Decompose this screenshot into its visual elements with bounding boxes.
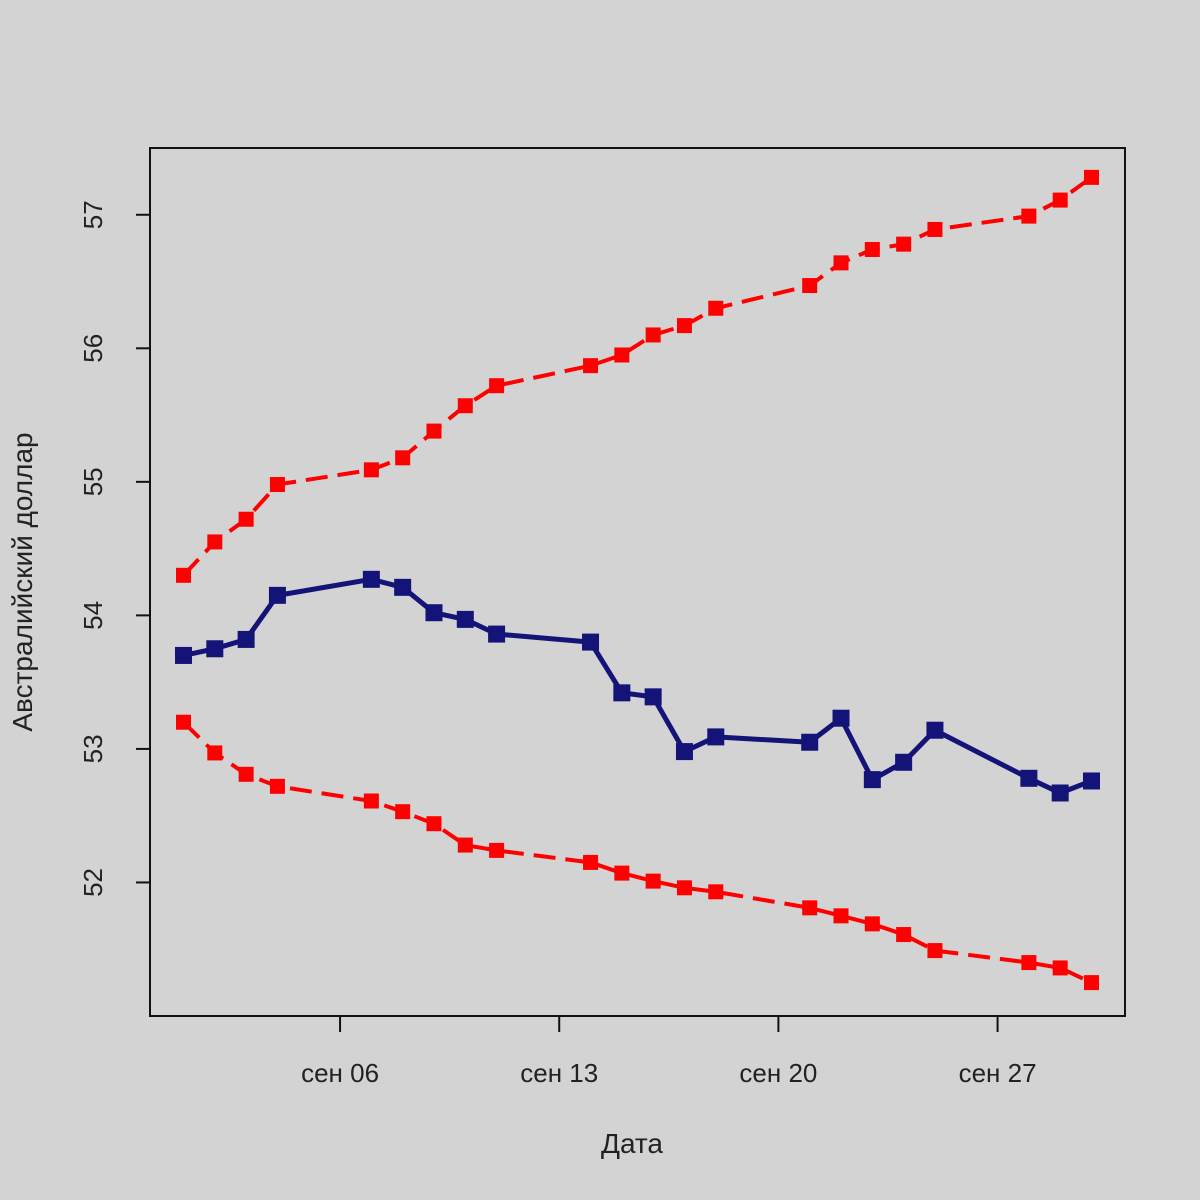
data-point-rate	[675, 743, 693, 761]
data-point-lower	[833, 908, 849, 924]
x-axis-title: Дата	[601, 1128, 663, 1159]
data-point-lower	[1083, 975, 1099, 991]
data-point-lower	[614, 865, 630, 881]
data-point-lower	[176, 714, 192, 730]
data-point-upper	[489, 378, 505, 394]
data-point-lower	[1021, 955, 1037, 971]
data-point-rate	[801, 733, 819, 751]
data-point-lower	[927, 943, 943, 959]
y-tick-label: 52	[78, 868, 108, 897]
data-point-rate	[613, 684, 631, 702]
data-point-lower	[645, 873, 661, 889]
x-tick-label: сен 27	[959, 1058, 1037, 1088]
x-tick-label: сен 06	[301, 1058, 379, 1088]
data-point-upper	[833, 255, 849, 271]
data-point-lower	[269, 778, 285, 794]
data-point-lower	[207, 745, 223, 761]
plot-frame	[149, 147, 1126, 1017]
data-point-lower	[1052, 960, 1068, 976]
data-point-rate	[1082, 772, 1100, 790]
data-point-lower	[395, 804, 411, 820]
data-point-lower	[676, 880, 692, 896]
data-point-upper	[1052, 192, 1068, 208]
data-point-lower	[363, 793, 379, 809]
data-point-rate	[456, 610, 474, 628]
data-point-rate	[582, 633, 600, 651]
data-point-upper	[1083, 169, 1099, 185]
series-line-rate	[182, 576, 1093, 796]
data-point-lower	[864, 916, 880, 932]
y-axis-title: Австралийский доллар	[7, 432, 38, 731]
data-point-upper	[927, 221, 943, 237]
data-point-upper	[864, 241, 880, 257]
series-lower	[176, 714, 1099, 991]
data-point-rate	[488, 625, 506, 643]
data-point-upper	[896, 236, 912, 252]
data-point-lower	[489, 842, 505, 858]
y-tick-label: 57	[78, 200, 108, 229]
data-point-lower	[708, 884, 724, 900]
data-point-rate	[707, 728, 725, 746]
data-point-rate	[362, 570, 380, 588]
data-point-lower	[583, 854, 599, 870]
data-point-upper	[708, 300, 724, 316]
data-point-upper	[802, 278, 818, 294]
series-upper	[176, 169, 1099, 583]
data-point-upper	[457, 398, 473, 414]
y-tick-label: 55	[78, 467, 108, 496]
data-point-rate	[206, 640, 224, 658]
data-point-rate	[175, 646, 193, 664]
data-point-upper	[363, 462, 379, 478]
data-point-upper	[238, 511, 254, 527]
data-point-upper	[395, 450, 411, 466]
series-rate	[175, 570, 1100, 802]
y-axis: 52 53 54 55 56 57	[78, 200, 150, 897]
x-axis: сен 06 сен 13 сен 20 сен 27	[301, 1016, 1037, 1088]
y-tick-label: 56	[78, 334, 108, 363]
data-point-rate	[425, 604, 443, 622]
data-point-lower	[802, 900, 818, 916]
x-tick-label: сен 20	[739, 1058, 817, 1088]
data-point-upper	[676, 318, 692, 334]
data-point-rate	[926, 721, 944, 739]
data-point-upper	[614, 347, 630, 363]
data-point-rate	[394, 578, 412, 596]
y-tick-label: 53	[78, 734, 108, 763]
data-point-rate	[1051, 784, 1069, 802]
data-point-upper	[583, 358, 599, 374]
data-point-lower	[457, 837, 473, 853]
data-point-rate	[237, 630, 255, 648]
data-point-upper	[426, 423, 442, 439]
data-point-upper	[207, 534, 223, 550]
data-point-lower	[238, 766, 254, 782]
x-tick-label: сен 13	[520, 1058, 598, 1088]
y-tick-label: 54	[78, 601, 108, 630]
data-point-rate	[268, 586, 286, 604]
data-point-rate	[895, 753, 913, 771]
data-point-upper	[1021, 208, 1037, 224]
series-layer	[175, 169, 1100, 991]
series-line-lower	[182, 720, 1093, 985]
data-point-upper	[645, 327, 661, 343]
data-point-rate	[863, 771, 881, 789]
data-point-lower	[426, 816, 442, 832]
data-point-rate	[832, 709, 850, 727]
data-point-upper	[269, 477, 285, 493]
data-point-upper	[176, 567, 192, 583]
data-point-lower	[896, 927, 912, 943]
data-point-rate	[1020, 769, 1038, 787]
data-point-rate	[644, 688, 662, 706]
series-line-upper	[182, 175, 1093, 577]
